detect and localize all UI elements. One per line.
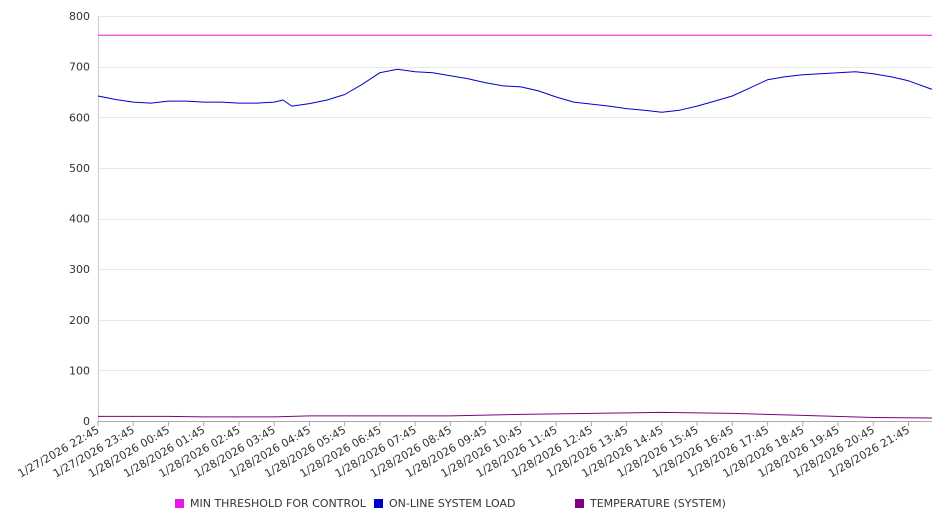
- y-tick-label: 100: [69, 364, 90, 377]
- y-tick-label: 0: [83, 415, 90, 428]
- y-tick-label: 800: [69, 10, 90, 23]
- series-line-temperature-system: [98, 411, 933, 419]
- legend-swatch: [374, 499, 383, 508]
- legend-item[interactable]: ON-LINE SYSTEM LOAD: [374, 497, 515, 510]
- y-tick-label: 400: [69, 213, 90, 226]
- y-tick-label: 300: [69, 263, 90, 276]
- legend-item[interactable]: TEMPERATURE (SYSTEM): [575, 497, 726, 510]
- y-tick-label: 500: [69, 162, 90, 175]
- series-line-on-line-system-load: [97, 68, 933, 113]
- legend-swatch: [575, 499, 584, 508]
- legend-item[interactable]: MIN THRESHOLD FOR CONTROL: [175, 497, 366, 510]
- y-axis: 0 100 200 300 400 500 600 700 800: [69, 10, 99, 428]
- y-tick-label: 600: [69, 111, 90, 124]
- legend: MIN THRESHOLD FOR CONTROL ON-LINE SYSTEM …: [0, 497, 946, 515]
- y-tick-label: 200: [69, 314, 90, 327]
- legend-label: ON-LINE SYSTEM LOAD: [389, 497, 516, 510]
- legend-label: MIN THRESHOLD FOR CONTROL: [190, 497, 366, 510]
- x-axis: 1/27/2026 22:451/27/2026 23:451/28/2026 …: [16, 421, 912, 480]
- legend-label: TEMPERATURE (SYSTEM): [590, 497, 726, 510]
- gridlines: [98, 16, 932, 422]
- legend-swatch: [175, 499, 184, 508]
- series-layer: [97, 34, 933, 419]
- y-tick-label: 700: [69, 61, 90, 74]
